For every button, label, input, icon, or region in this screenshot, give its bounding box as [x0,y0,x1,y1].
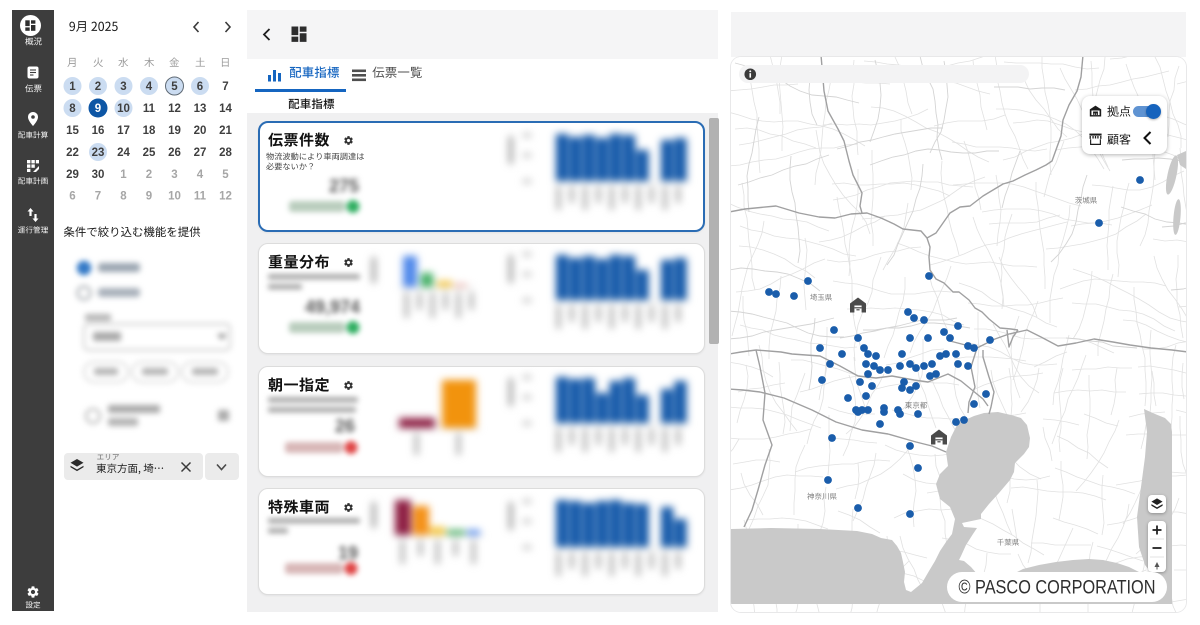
svg-text:6: 6 [197,81,203,93]
svg-text:1: 1 [69,81,76,93]
svg-text:30: 30 [92,169,105,181]
svg-text:28: 28 [219,147,232,159]
svg-text:14: 14 [219,103,232,115]
svg-text:9: 9 [95,103,101,115]
svg-text:22: 22 [66,147,79,159]
svg-text:19: 19 [168,125,181,137]
svg-text:7: 7 [95,191,101,203]
svg-text:3: 3 [120,81,126,93]
svg-text:16: 16 [92,125,105,137]
svg-text:1: 1 [120,169,127,181]
svg-text:8: 8 [69,103,76,115]
svg-text:15: 15 [66,125,79,137]
svg-text:25: 25 [143,147,156,159]
svg-text:27: 27 [194,147,207,159]
svg-text:20: 20 [194,125,207,137]
svg-text:23: 23 [92,147,105,159]
svg-text:4: 4 [146,81,153,93]
svg-text:11: 11 [143,103,156,115]
svg-text:26: 26 [335,416,355,436]
svg-text:275: 275 [329,176,359,196]
svg-text:17: 17 [117,125,130,137]
svg-text:21: 21 [219,125,232,137]
svg-text:24: 24 [117,147,130,159]
svg-text:© PASCO CORPORATION: © PASCO CORPORATION [959,578,1156,599]
svg-text:29: 29 [66,169,79,181]
svg-text:8: 8 [120,191,127,203]
svg-text:9: 9 [146,191,152,203]
svg-text:4: 4 [197,169,204,181]
svg-text:10: 10 [117,103,130,115]
svg-text:2: 2 [146,169,152,181]
svg-text:13: 13 [194,103,207,115]
svg-text:19: 19 [338,543,358,563]
svg-text:5: 5 [222,169,229,181]
svg-text:12: 12 [168,103,181,115]
svg-text:49,974: 49,974 [305,297,360,317]
svg-text:5: 5 [171,81,178,93]
svg-text:18: 18 [143,125,156,137]
svg-text:7: 7 [222,81,228,93]
svg-text:2: 2 [95,81,101,93]
svg-text:10: 10 [168,191,181,203]
svg-text:3: 3 [171,169,177,181]
svg-text:11: 11 [194,191,207,203]
svg-text:12: 12 [219,191,232,203]
svg-text:26: 26 [168,147,181,159]
svg-text:6: 6 [69,191,75,203]
